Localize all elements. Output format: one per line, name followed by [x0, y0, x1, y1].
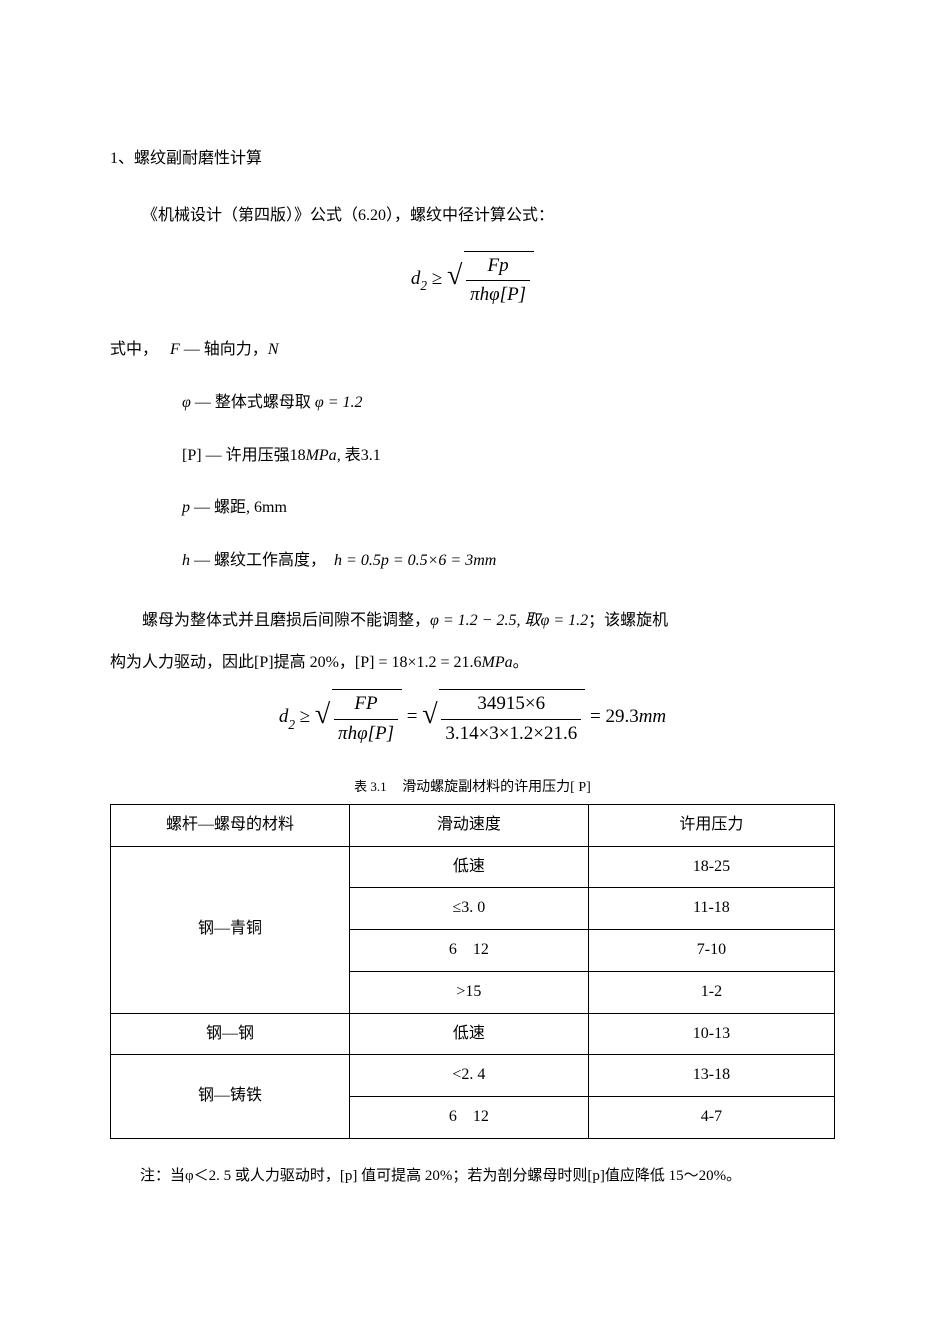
f1-sqrt: √ Fp πhφ[P]	[447, 251, 534, 308]
table-note: 注：当φ＜2. 5 或人力驱动时，[p] 值可提高 20%；若为剖分螺母时则[p…	[110, 1163, 835, 1190]
pressure-table: 螺杆—螺母的材料 滑动速度 许用压力 钢—青铜 低速 18-25 ≤3. 0 1…	[110, 804, 835, 1139]
sqrt-icon: √	[315, 690, 330, 740]
paragraph-1: 螺母为整体式并且磨损后间隙不能调整，φ = 1.2 − 2.5, 取φ = 1.…	[110, 600, 835, 683]
section-heading: 1、螺纹副耐磨性计算	[110, 145, 835, 174]
table-row: 钢—青铜 低速 18-25	[111, 846, 835, 888]
where-P: [P] — 许用压强18MPa, 表3.1	[182, 442, 835, 471]
pressure-cell: 10-13	[588, 1013, 834, 1055]
f2-sqrt1: √ FP πhφ[P]	[315, 689, 402, 746]
col-material: 螺杆—螺母的材料	[111, 804, 350, 846]
f1-lhs-sub: 2	[420, 278, 427, 293]
col-pressure: 许用压力	[588, 804, 834, 846]
intro-paragraph: 《机械设计（第四版）》公式（6.20），螺纹中径计算公式：	[110, 202, 835, 231]
speed-cell: <2. 4	[349, 1055, 588, 1097]
sqrt-icon: √	[447, 251, 462, 301]
pressure-cell: 4-7	[588, 1097, 834, 1139]
formula-1: d2 ≥ √ Fp πhφ[P]	[110, 251, 835, 308]
pressure-cell: 11-18	[588, 888, 834, 930]
f1-num: Fp	[466, 254, 530, 282]
col-speed: 滑动速度	[349, 804, 588, 846]
section-title-text: 螺纹副耐磨性计算	[134, 150, 262, 167]
material-cell: 钢—钢	[111, 1013, 350, 1055]
f1-lhs-var: d	[411, 268, 421, 289]
speed-cell: 6 12	[349, 930, 588, 972]
table-caption: 表 3.1 滑动螺旋副材料的许用压力[ P]	[110, 775, 835, 800]
where-h: h — 螺纹工作高度， h = 0.5p = 0.5×6 = 3mm	[182, 547, 835, 576]
table-caption-text: 滑动螺旋副材料的许用压力[ P]	[402, 780, 591, 795]
speed-cell: 低速	[349, 1013, 588, 1055]
where-label: 式中， F — 轴向力，N	[110, 336, 835, 365]
table-number: 表 3.1	[354, 779, 387, 794]
material-cell: 钢—铸铁	[111, 1055, 350, 1139]
material-cell: 钢—青铜	[111, 846, 350, 1013]
speed-cell: >15	[349, 971, 588, 1013]
pressure-cell: 7-10	[588, 930, 834, 972]
f1-den: πhφ[P]	[466, 281, 530, 308]
where-prefix: 式中，	[110, 341, 158, 358]
pressure-cell: 18-25	[588, 846, 834, 888]
pressure-cell: 1-2	[588, 971, 834, 1013]
where-phi: φ — 整体式螺母取 φ = 1.2	[182, 389, 835, 418]
f2-sqrt2: √ 34915×6 3.14×3×1.2×21.6	[422, 689, 585, 746]
formula-2: d2 ≥ √ FP πhφ[P] = √ 34915×6 3.14×3×1.2×…	[110, 689, 835, 746]
f1-relation: ≥	[427, 268, 447, 289]
section-number: 1、	[110, 150, 134, 167]
speed-cell: 低速	[349, 846, 588, 888]
table-row: 钢—钢 低速 10-13	[111, 1013, 835, 1055]
where-p: p — 螺距, 6mm	[182, 494, 835, 523]
f1-fraction: Fp πhφ[P]	[466, 254, 530, 308]
speed-cell: 6 12	[349, 1097, 588, 1139]
pressure-cell: 13-18	[588, 1055, 834, 1097]
table-row: 钢—铸铁 <2. 4 13-18	[111, 1055, 835, 1097]
speed-cell: ≤3. 0	[349, 888, 588, 930]
sqrt-icon: √	[422, 690, 437, 740]
table-header-row: 螺杆—螺母的材料 滑动速度 许用压力	[111, 804, 835, 846]
